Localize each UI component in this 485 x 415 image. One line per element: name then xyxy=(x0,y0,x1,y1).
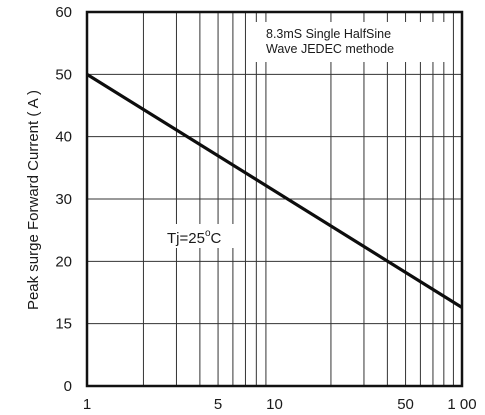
y-tick-label: 60 xyxy=(55,4,72,21)
tj-degree: o xyxy=(205,228,211,239)
y-tick-label: 20 xyxy=(55,253,72,270)
grid xyxy=(87,12,462,386)
y-tick-label: 40 xyxy=(55,129,72,146)
x-tick-labels: 1 5 10 50 1 00 xyxy=(83,396,477,413)
y-tick-label: 0 xyxy=(64,378,72,395)
x-tick-label: 1 xyxy=(83,396,91,413)
x-tick-label: 10 xyxy=(266,396,283,413)
series-line xyxy=(86,72,463,309)
y-tick-label: 50 xyxy=(55,66,72,83)
series-layer xyxy=(86,72,463,309)
x-tick-label: 5 xyxy=(214,396,222,413)
note-line-2: Wave JEDEC methode xyxy=(266,42,394,56)
tj-label: Tj=25oC xyxy=(167,228,222,247)
note-box xyxy=(254,22,450,62)
x-tick-label: 1 00 xyxy=(447,396,476,413)
tj-main: Tj=25 xyxy=(167,230,205,247)
plot-frame xyxy=(85,10,464,388)
x-tick-label: 50 xyxy=(397,396,414,413)
y-tick-label: 15 xyxy=(55,316,72,333)
tj-label-box xyxy=(162,224,240,248)
note-line-1: 8.3mS Single HalfSine xyxy=(266,27,391,41)
tj-unit: C xyxy=(211,230,222,247)
y-axis-title: Peak surge Forward Current ( A ) xyxy=(25,90,42,310)
y-tick-label: 30 xyxy=(55,191,72,208)
y-tick-labels: 0 15 20 30 40 50 60 xyxy=(55,4,72,395)
